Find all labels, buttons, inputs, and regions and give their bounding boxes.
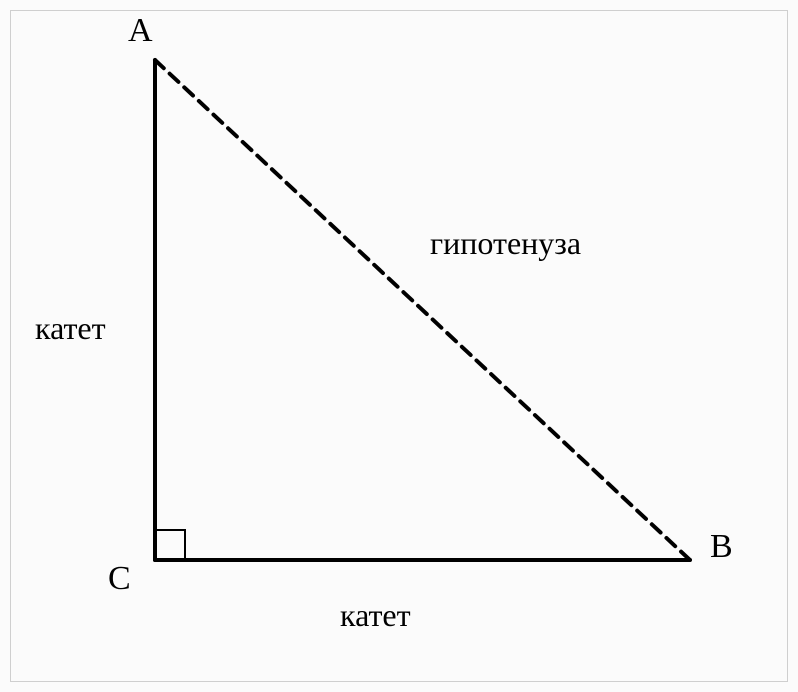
edge-label-ab: гипотенуза [430,225,581,262]
edge-AB [155,60,690,560]
edge-label-ac: катет [35,310,106,347]
vertex-label-b: B [710,528,733,566]
right-angle-marker [155,530,185,560]
vertex-label-c: C [108,560,131,598]
vertex-label-a: A [128,12,153,50]
diagram-canvas: A B C катет катет гипотенуза [0,0,798,692]
edge-label-cb: катет [340,597,411,634]
